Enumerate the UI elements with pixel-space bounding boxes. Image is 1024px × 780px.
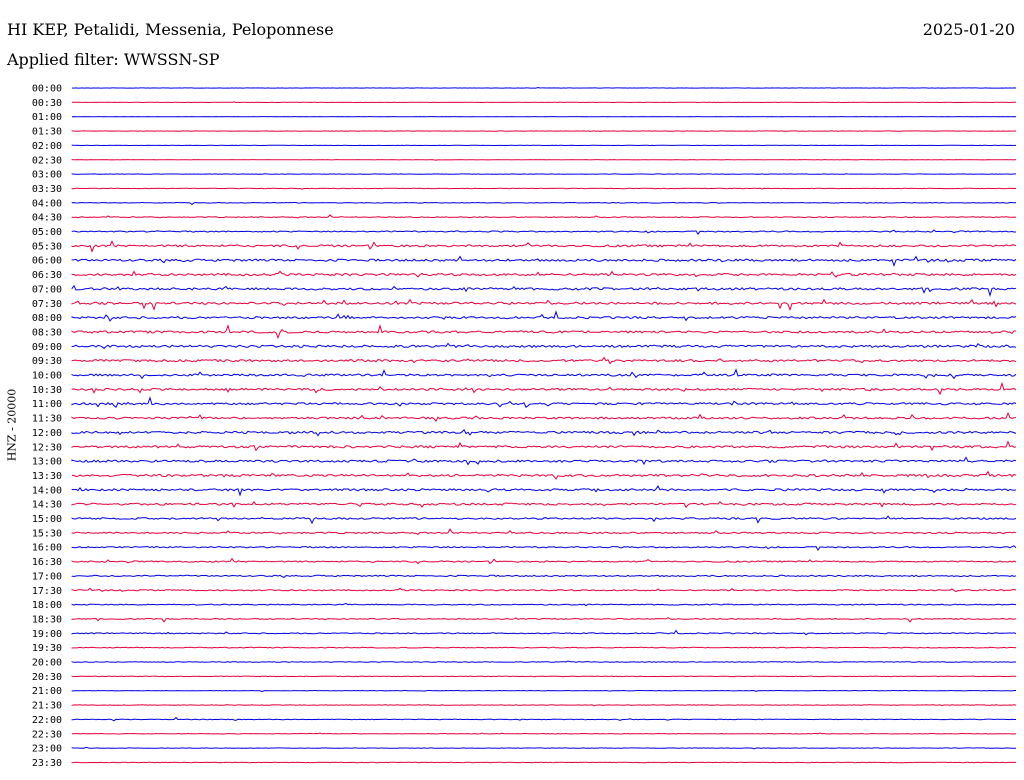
trace-line [71, 440, 1017, 452]
time-label: 21:00 [32, 686, 62, 697]
trace-line [71, 528, 1017, 536]
trace-line [71, 557, 1017, 565]
time-label: 15:00 [32, 514, 62, 525]
time-label: 18:00 [32, 600, 62, 611]
time-label: 02:30 [32, 155, 62, 166]
trace-line [71, 660, 1017, 663]
time-label: 03:30 [32, 184, 62, 195]
time-label: 09:30 [32, 356, 62, 367]
trace-line [71, 187, 1017, 190]
time-label: 12:30 [32, 442, 62, 453]
time-label: 03:00 [32, 170, 62, 181]
time-label: 19:00 [32, 629, 62, 640]
trace-line [71, 159, 1017, 161]
time-label: 14:30 [32, 500, 62, 511]
time-label: 19:30 [32, 643, 62, 654]
trace-line [71, 240, 1017, 253]
trace-line [71, 86, 1017, 89]
time-label: 01:00 [32, 112, 62, 123]
station-title: HI KEP, Petalidi, Messenia, Peloponnese [7, 20, 334, 39]
trace-line [71, 342, 1017, 350]
trace-line [71, 574, 1017, 578]
trace-line [71, 629, 1017, 636]
time-label: 23:00 [32, 744, 62, 755]
trace-line [71, 485, 1017, 497]
trace-line [71, 646, 1017, 649]
trace-line [71, 298, 1017, 312]
time-label: 20:00 [32, 658, 62, 669]
time-label: 05:00 [32, 227, 62, 238]
time-label: 06:00 [32, 256, 62, 267]
trace-line [71, 470, 1017, 480]
trace-line [71, 689, 1016, 693]
time-label: 02:00 [32, 141, 62, 152]
trace-line [71, 255, 1017, 267]
trace-line [71, 545, 1017, 551]
time-label: 06:30 [32, 270, 62, 281]
time-label: 23:30 [32, 758, 62, 769]
trace-line [71, 396, 1017, 408]
time-label: 20:30 [32, 672, 62, 683]
trace-line [71, 201, 1016, 206]
time-label: 04:30 [32, 213, 62, 224]
time-label: 04:00 [32, 198, 62, 209]
trace-line [71, 675, 1017, 678]
date-label: 2025-01-20 [922, 20, 1015, 39]
time-label: 16:00 [32, 543, 62, 554]
time-label: 00:30 [32, 98, 62, 109]
time-label: 21:30 [32, 701, 62, 712]
trace-line [71, 356, 1017, 365]
trace-line [71, 324, 1016, 339]
time-label: 08:00 [32, 313, 62, 324]
time-label: 14:00 [32, 485, 62, 496]
time-label: 01:30 [32, 127, 62, 138]
time-label: 10:00 [32, 371, 62, 382]
time-label: 07:00 [32, 284, 62, 295]
trace-line [71, 411, 1017, 422]
time-label: 22:30 [32, 729, 62, 740]
time-label: 15:30 [32, 528, 62, 539]
time-label: 12:00 [32, 428, 62, 439]
time-label: 05:30 [32, 241, 62, 252]
trace-line [71, 587, 1017, 593]
trace-line [71, 456, 1017, 466]
time-label: 13:00 [32, 457, 62, 468]
trace-line [71, 602, 1017, 607]
time-label: 17:30 [32, 586, 62, 597]
time-label: 18:30 [32, 614, 62, 625]
trace-line [71, 381, 1017, 396]
trace-line [71, 214, 1017, 219]
trace-line [71, 704, 1017, 707]
time-label: 22:00 [32, 715, 62, 726]
trace-line [71, 716, 1016, 722]
trace-line [71, 229, 1016, 235]
trace-line [71, 515, 1017, 525]
filter-label: Applied filter: WWSSN-SP [7, 50, 220, 69]
trace-line [71, 368, 1017, 380]
time-label: 17:00 [32, 571, 62, 582]
time-label: 13:30 [32, 471, 62, 482]
time-label: 11:00 [32, 399, 62, 410]
time-label: 09:00 [32, 342, 62, 353]
time-label: 00:00 [32, 84, 62, 95]
trace-line [71, 310, 1017, 322]
time-label: 10:30 [32, 385, 62, 396]
trace-line [71, 746, 1016, 750]
trace-line [71, 270, 1017, 278]
trace-line [71, 500, 1017, 509]
trace-line [71, 284, 1017, 298]
trace-line [71, 173, 1017, 175]
trace-line [71, 732, 1017, 735]
time-label: 16:30 [32, 557, 62, 568]
time-label: 07:30 [32, 299, 62, 310]
trace-line [72, 101, 1017, 104]
trace-line [71, 761, 1017, 764]
trace-line [71, 617, 1017, 623]
time-label: 11:30 [32, 414, 62, 425]
time-label: 08:30 [32, 327, 62, 338]
trace-line [71, 428, 1017, 437]
